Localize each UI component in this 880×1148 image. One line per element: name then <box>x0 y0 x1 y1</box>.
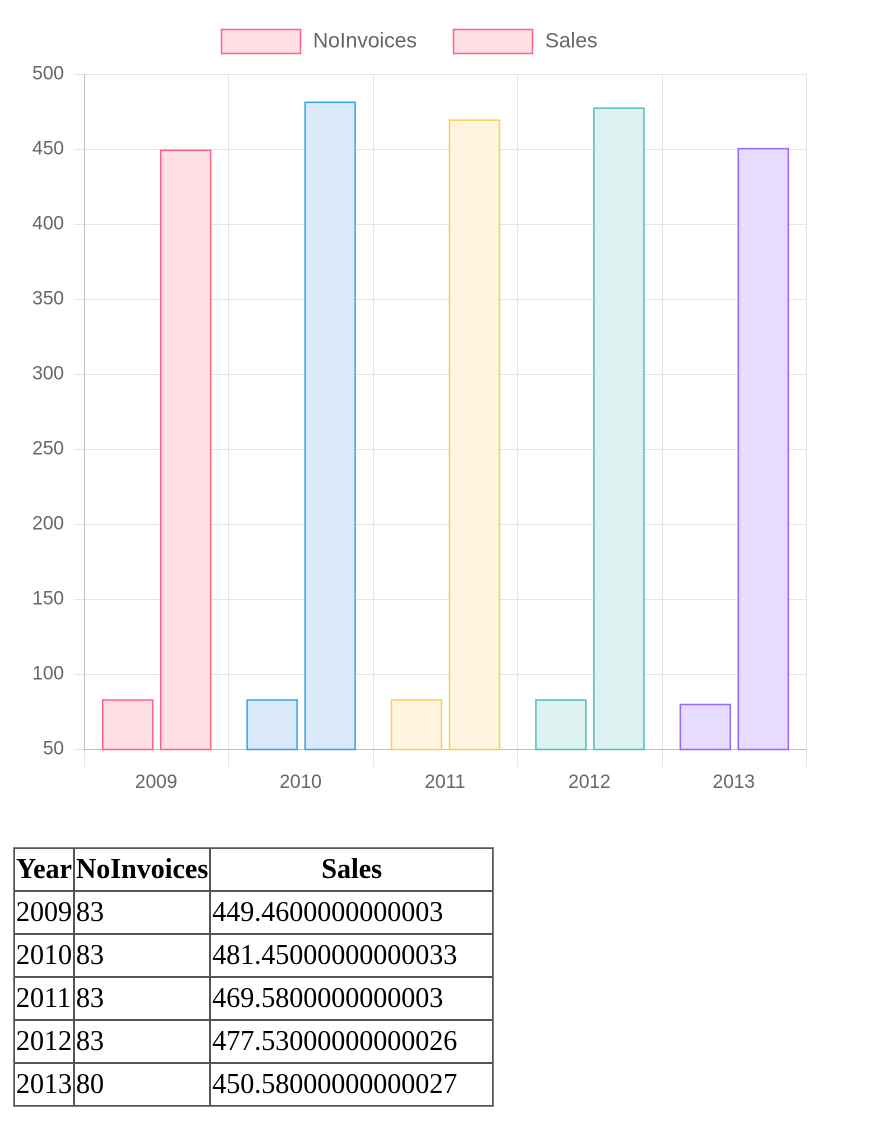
bar-chart: 50 100 150 200 250 300 350 400 450 500 2009 2010 201… <box>32 28 807 793</box>
y-tick-label: 300 <box>32 364 64 385</box>
table-row: 2013 80 450.58000000000027 <box>14 1063 494 1106</box>
x-tick-label: 2010 <box>279 772 321 793</box>
cell-noinvoices: 83 <box>74 1020 211 1063</box>
y-tick-label: 450 <box>32 139 64 160</box>
cell-noinvoices: 83 <box>74 934 211 977</box>
cell-sales: 449.4600000000003 <box>210 891 494 934</box>
y-tick-label: 100 <box>32 664 64 685</box>
cell-year: 2011 <box>14 977 74 1020</box>
bar-sales-2012 <box>593 107 645 751</box>
y-tick-label: 250 <box>32 439 64 460</box>
data-table: Year NoInvoices Sales 2009 83 449.460000… <box>13 847 495 1107</box>
bar-sales-2013 <box>737 147 790 751</box>
bar-noinvoices-2011 <box>390 699 443 751</box>
bar-sales-2010 <box>304 101 356 751</box>
header-noinvoices: NoInvoices <box>74 848 211 891</box>
cell-sales: 469.5800000000003 <box>210 977 494 1020</box>
x-tick-label: 2011 <box>425 772 466 793</box>
header-sales: Sales <box>210 848 494 891</box>
cell-year: 2013 <box>14 1063 74 1106</box>
bar-sales-2009 <box>159 149 212 751</box>
legend-label-sales: Sales <box>545 30 598 53</box>
y-tick-label: 350 <box>32 289 64 310</box>
table-row: 2011 83 469.5800000000003 <box>14 977 494 1020</box>
header-year: Year <box>14 848 74 891</box>
x-tick-label: 2009 <box>135 772 177 793</box>
cell-year: 2009 <box>14 891 74 934</box>
bar-noinvoices-2013 <box>679 703 732 751</box>
x-tick-label: 2013 <box>713 772 755 793</box>
cell-noinvoices: 80 <box>74 1063 211 1106</box>
bar-noinvoices-2012 <box>535 699 587 751</box>
cell-year: 2012 <box>14 1020 74 1063</box>
cell-sales: 450.58000000000027 <box>210 1063 494 1106</box>
cell-year: 2010 <box>14 934 74 977</box>
y-tick-label: 500 <box>32 64 64 85</box>
cell-noinvoices: 83 <box>74 891 211 934</box>
bar-noinvoices-2009 <box>101 699 154 751</box>
table-row: 2010 83 481.45000000000033 <box>14 934 494 977</box>
y-tick-label: 200 <box>32 514 64 535</box>
y-tick-label: 150 <box>32 589 64 610</box>
table-row: 2012 83 477.53000000000026 <box>14 1020 494 1063</box>
cell-noinvoices: 83 <box>74 977 211 1020</box>
cell-sales: 477.53000000000026 <box>210 1020 494 1063</box>
legend-label-noinvoices: NoInvoices <box>313 30 417 53</box>
bar-sales-2011 <box>448 119 501 751</box>
legend-swatch-noinvoices <box>220 28 302 55</box>
y-tick-label: 400 <box>32 214 64 235</box>
x-tick-label: 2012 <box>568 772 610 793</box>
y-tick-label: 50 <box>43 739 64 760</box>
bar-noinvoices-2010 <box>246 699 298 751</box>
table-row: 2009 83 449.4600000000003 <box>14 891 494 934</box>
cell-sales: 481.45000000000033 <box>210 934 494 977</box>
table-header-row: Year NoInvoices Sales <box>14 848 494 891</box>
legend-swatch-sales <box>452 28 534 55</box>
